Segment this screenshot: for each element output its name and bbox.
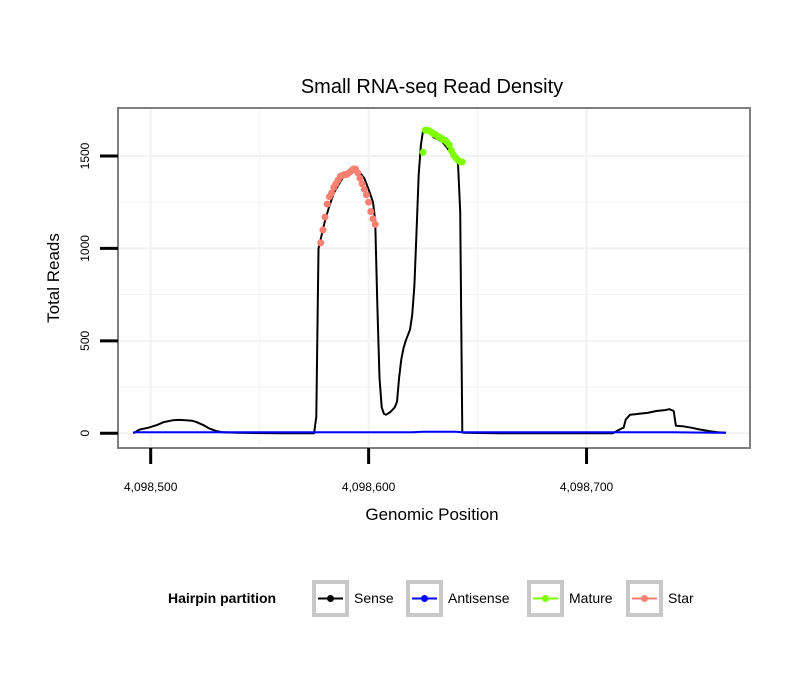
- data-point-mature: [419, 148, 427, 156]
- plot-panel-border: [117, 107, 751, 449]
- data-point-star: [362, 191, 370, 199]
- data-point-mature: [458, 158, 466, 166]
- data-point-star: [365, 198, 373, 206]
- data-point-star: [319, 226, 327, 234]
- data-point-mature: [445, 141, 453, 149]
- data-point-star: [360, 185, 368, 193]
- plot-panel-background: [118, 108, 750, 448]
- data-point-star: [371, 220, 379, 228]
- data-point-star: [367, 208, 375, 215]
- y-tick-label: 1500: [78, 142, 92, 169]
- x-tick-label: 4,098,600: [342, 480, 396, 494]
- legend-point-star: [641, 595, 648, 602]
- legend-label-antisense: Antisense: [448, 590, 510, 606]
- data-point-star: [356, 174, 364, 182]
- x-tick-label: 4,098,500: [124, 480, 178, 494]
- series-layer: [132, 126, 727, 435]
- chart-title: Small RNA-seq Read Density: [301, 76, 563, 98]
- legend: Hairpin partition Sense Antisense Mature St…: [168, 580, 694, 617]
- x-tick-label: 4,098,700: [560, 480, 614, 494]
- legend-label-star: Star: [668, 590, 694, 606]
- data-point-star: [323, 200, 331, 208]
- data-point-star: [321, 213, 329, 221]
- y-axis-label: Total Reads: [44, 233, 63, 323]
- data-point-star: [328, 189, 336, 197]
- y-tick-label: 500: [78, 330, 92, 350]
- data-point-star: [358, 180, 366, 188]
- legend-title: Hairpin partition: [168, 590, 276, 606]
- data-point-star: [354, 169, 362, 177]
- y-tick-label: 0: [78, 430, 92, 437]
- legend-point-sense: [327, 595, 334, 602]
- legend-point-antisense: [421, 595, 428, 602]
- legend-label-sense: Sense: [354, 590, 394, 606]
- y-tick-label: 1000: [78, 235, 92, 262]
- legend-point-mature: [542, 595, 549, 602]
- axis-ticks: 4,098,500 4,098,600 4,098,700 0 500 1000 1500: [78, 142, 614, 494]
- data-point-star: [369, 215, 377, 223]
- series-line-antisense: [133, 430, 726, 434]
- legend-label-mature: Mature: [569, 590, 613, 606]
- x-axis-label: Genomic Position: [365, 505, 498, 524]
- data-point-star: [317, 239, 325, 247]
